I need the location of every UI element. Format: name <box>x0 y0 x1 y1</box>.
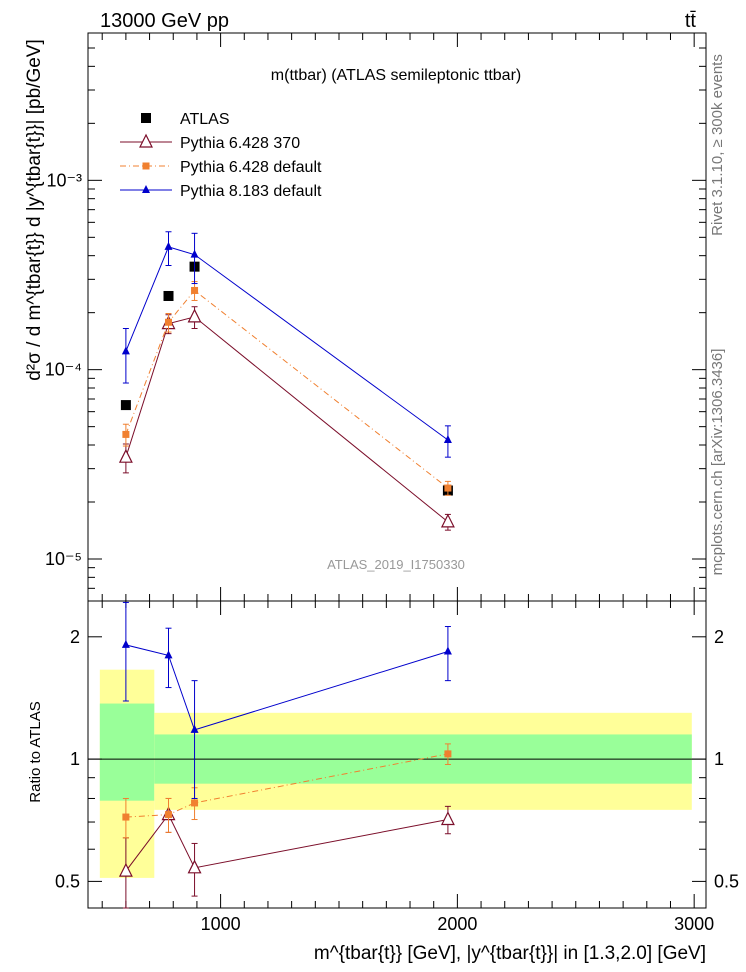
y-tick-label: 10⁻³ <box>46 170 82 190</box>
ratio-y-tick-label-right: 2 <box>714 627 724 647</box>
legend-atlas-marker <box>141 113 151 123</box>
ratio-y-axis-label: Ratio to ATLAS <box>27 701 44 802</box>
series-pythia-8-183-default-line <box>125 246 449 441</box>
series-pythia-6-428-default-line <box>125 289 449 489</box>
analysis-tag: ATLAS_2019_I1750330 <box>327 557 465 572</box>
ratio-pythia-6-428-default-line <box>125 753 449 818</box>
ratio-pythia-8-183-default-marker <box>164 650 173 659</box>
series-pythia-8-183-default-marker <box>121 346 130 355</box>
ratio-pythia-6-428-370-marker <box>187 859 202 874</box>
ratio-series-layer <box>118 601 455 909</box>
header-energy: 13000 GeV pp <box>100 10 229 32</box>
ratio-y-tick-label: 2 <box>70 627 80 647</box>
series-pythia-6-428-default-marker <box>191 286 199 294</box>
x-tick-label: 1000 <box>201 914 241 934</box>
ratio-pythia-6-428-default-marker <box>191 799 199 807</box>
main-panel: m(ttbar) (ATLAS semileptonic ttbar) ATLA… <box>24 32 707 602</box>
ratio-pythia-8-183-default-marker <box>121 639 130 648</box>
chart-title: m(ttbar) (ATLAS semileptonic ttbar) <box>271 67 521 84</box>
series-atlas-marker <box>120 400 131 411</box>
series-atlas-marker <box>163 290 174 301</box>
legend-pythia-6-428-default-label: Pythia 6.428 default <box>180 159 322 176</box>
x-axis-label: m^{tbar{t}} [GeV], |y^{tbar{t}}| in [1.3… <box>314 943 706 964</box>
ratio-pythia-8-183-default-line <box>125 644 449 731</box>
ratio-pythia-6-428-370-marker <box>118 862 133 877</box>
ratio-pythia-8-183-default-marker <box>190 724 199 733</box>
ratio-pythia-6-428-default-marker <box>122 813 130 821</box>
y-tick-label: 10⁻⁵ <box>45 549 82 569</box>
main-axis-ticks: 10⁻⁵ 10⁻⁴ 10⁻³ <box>45 32 706 602</box>
ratio-pythia-6-428-default-marker <box>165 811 173 819</box>
series-pythia-8-183-default-marker <box>164 241 173 250</box>
legend-pythia-6-428-370-marker <box>139 133 153 148</box>
ratio-panel: Ratio to ATLAS 0.5 0.5 1 1 2 2 1000 2000 3000 <box>27 600 739 934</box>
mcplots-label: mcplots.cern.ch [arXiv:1306.3436] <box>709 349 726 576</box>
ratio-y-tick-label-right: 0.5 <box>714 871 739 891</box>
legend-pythia-6-428-default-marker <box>142 162 150 170</box>
series-pythia-6-428-370-marker <box>187 308 202 323</box>
rivet-label: Rivet 3.1.10, ≥ 300k events <box>709 54 726 236</box>
y-tick-label: 10⁻⁴ <box>45 360 82 380</box>
ratio-pythia-6-428-370-marker <box>440 811 455 826</box>
main-series-layer <box>118 231 455 531</box>
series-pythia-8-183-default-marker <box>443 435 452 444</box>
ratio-pythia-6-428-default-marker <box>444 750 452 758</box>
series-pythia-8-183-default-marker <box>190 249 199 258</box>
ratio-frame <box>87 600 707 909</box>
legend-atlas-label: ATLAS <box>180 111 230 128</box>
ratio-uncertainty-bands <box>87 600 707 909</box>
series-pythia-6-428-370-line <box>125 316 449 523</box>
ratio-pythia-6-428-370-line <box>125 813 449 872</box>
x-tick-label: 3000 <box>674 914 714 934</box>
ratio-inner-band <box>99 703 155 801</box>
ratio-y-tick-label: 1 <box>70 749 80 769</box>
legend: ATLAS Pythia 6.428 370 Pythia 6.428 defaul… <box>120 111 322 200</box>
x-tick-label: 2000 <box>437 914 477 934</box>
main-y-axis-label: d²σ / d m^{tbar{t}} d |y^{tbar{t}}| [pb/… <box>24 39 45 381</box>
series-pythia-6-428-370-marker <box>118 448 133 463</box>
series-pythia-6-428-default-marker <box>122 430 130 438</box>
ratio-axis-ticks: 0.5 0.5 1 1 2 2 1000 2000 3000 <box>55 601 739 934</box>
ratio-pythia-8-183-default-marker <box>443 646 452 655</box>
legend-pythia-8-183-default-marker <box>142 185 150 193</box>
series-pythia-6-428-default-marker <box>444 484 452 492</box>
legend-pythia-6-428-370-label: Pythia 6.428 370 <box>180 135 300 152</box>
series-pythia-6-428-370-marker <box>440 513 455 528</box>
legend-pythia-8-183-default-label: Pythia 8.183 default <box>180 183 322 200</box>
series-pythia-6-428-default-marker <box>165 318 173 326</box>
ratio-y-tick-label-right: 1 <box>714 749 724 769</box>
ratio-y-tick-label: 0.5 <box>55 871 80 891</box>
header-process: tt̄ <box>685 10 697 32</box>
